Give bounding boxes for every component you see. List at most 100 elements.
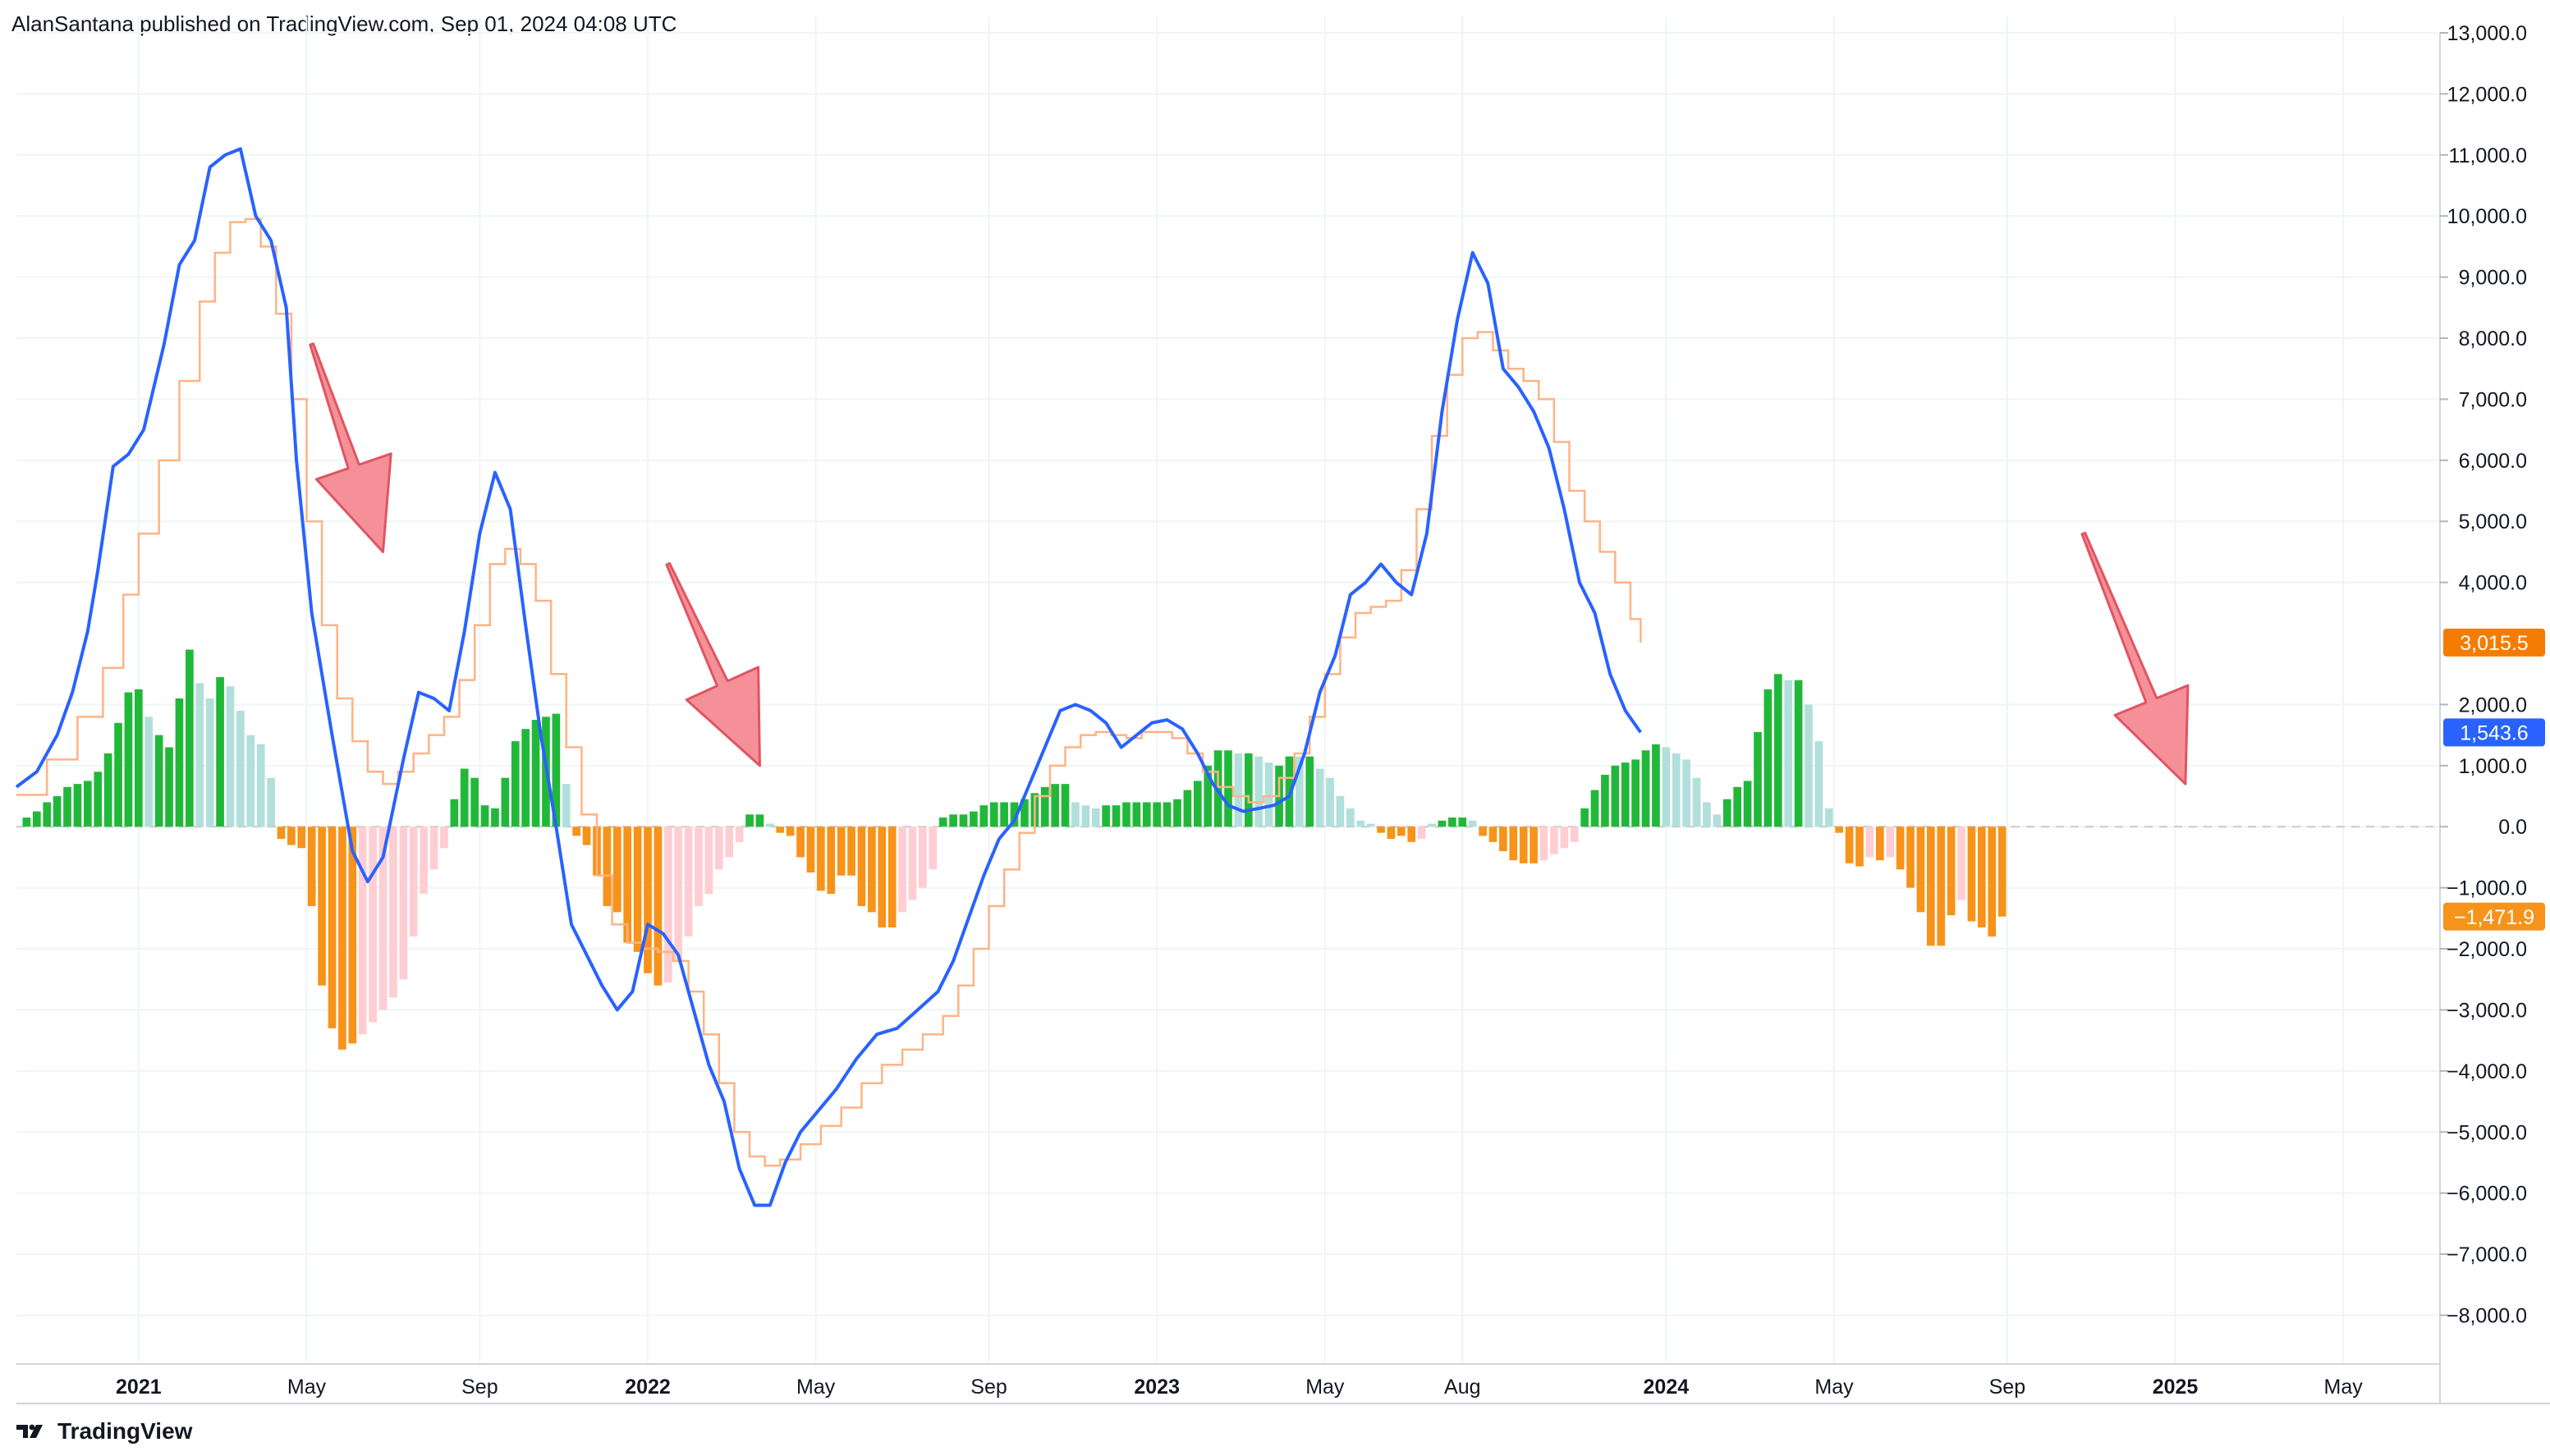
- signal-line: [16, 217, 1642, 1167]
- histogram-bar: [186, 649, 194, 827]
- histogram-bar: [1326, 777, 1334, 827]
- histogram-bar: [1631, 759, 1640, 827]
- histogram-bar: [603, 826, 612, 906]
- histogram-bar: [1957, 826, 1965, 900]
- y-tick-label: 9,000.0: [2459, 267, 2527, 290]
- histogram-bar: [1081, 805, 1090, 827]
- histogram-bar: [1875, 826, 1884, 861]
- histogram: [22, 649, 2007, 1050]
- x-tick-label: Aug: [1444, 1376, 1480, 1399]
- x-tick-label: 2022: [625, 1376, 671, 1399]
- histogram-bar: [1061, 784, 1070, 827]
- histogram-bar: [695, 826, 703, 906]
- y-tick-label: 0.0: [2498, 816, 2527, 839]
- histogram-bar: [959, 814, 968, 827]
- histogram-bar: [1254, 756, 1264, 827]
- histogram-bar: [1722, 799, 1731, 827]
- histogram-bar: [1916, 826, 1925, 913]
- histogram-bar: [1978, 826, 1986, 928]
- macd-line: [15, 147, 1642, 1207]
- histogram-bar: [674, 826, 683, 961]
- histogram-bar: [572, 826, 581, 836]
- histogram-bar: [1713, 814, 1722, 827]
- y-tick-label: 11,000.0: [2449, 144, 2527, 167]
- histogram-bar: [1601, 775, 1609, 827]
- histogram-bar: [43, 802, 52, 827]
- histogram-bar: [1550, 826, 1558, 854]
- histogram-bar: [32, 811, 41, 827]
- histogram-bar: [1488, 826, 1497, 842]
- histogram-bar: [1051, 784, 1059, 827]
- y-tick-label: −3,000.0: [2447, 999, 2527, 1022]
- histogram-bar: [1346, 808, 1355, 827]
- histogram-bar: [124, 692, 133, 827]
- histogram-bar: [1356, 820, 1365, 827]
- price-label-box: [2443, 628, 2545, 657]
- price-label-text: 1,543.6: [2460, 721, 2528, 744]
- histogram-bar: [755, 814, 764, 827]
- histogram-bar: [1468, 820, 1477, 827]
- x-axis-ticks: 2021 May Sep 2022 May Sep 2023 May Aug 2024 May Sep…: [116, 1376, 2363, 1399]
- histogram-bar: [480, 805, 489, 827]
- histogram-bar: [796, 826, 805, 858]
- histogram-bar: [786, 826, 795, 836]
- histogram-bar: [318, 826, 326, 986]
- histogram-bar: [1773, 674, 1782, 827]
- histogram-bar: [1336, 796, 1345, 827]
- y-tick-label: 12,000.0: [2447, 83, 2527, 106]
- histogram-bar: [1264, 762, 1273, 827]
- histogram-bar: [1611, 765, 1620, 827]
- histogram-bar: [521, 729, 530, 827]
- tradingview-brand[interactable]: TradingView: [15, 1418, 192, 1445]
- histogram-bar: [1794, 680, 1803, 827]
- histogram-bar: [1366, 823, 1375, 827]
- histogram-bar: [460, 768, 469, 827]
- histogram-bar: [908, 826, 917, 900]
- down-arrow-icon: [2080, 531, 2190, 785]
- histogram-bar: [1428, 823, 1436, 827]
- histogram-bar: [1988, 826, 1997, 937]
- histogram-bar: [806, 826, 815, 873]
- histogram-bar: [1754, 731, 1762, 827]
- histogram-bar: [1315, 768, 1324, 827]
- histogram-bar: [989, 802, 998, 827]
- histogram-bar: [582, 826, 591, 845]
- y-tick-label: −7,000.0: [2447, 1243, 2527, 1266]
- histogram-bar: [338, 826, 346, 1050]
- histogram-bar: [1204, 765, 1213, 827]
- histogram-bar: [1672, 753, 1681, 827]
- histogram-bar: [725, 826, 734, 858]
- histogram-bar: [1020, 799, 1029, 827]
- histogram-bar: [979, 805, 988, 827]
- histogram-bar: [1835, 826, 1844, 833]
- histogram-bar: [1499, 826, 1507, 852]
- histogram-bar: [1479, 826, 1487, 836]
- y-tick-label: −6,000.0: [2447, 1183, 2527, 1206]
- histogram-bar: [491, 808, 499, 827]
- histogram-bar: [358, 826, 367, 1035]
- x-tick-label: May: [1814, 1376, 1854, 1399]
- y-tick-label: −8,000.0: [2447, 1304, 2527, 1327]
- price-label-box: [2443, 902, 2545, 931]
- histogram-bar: [1855, 826, 1864, 867]
- histogram-bar: [898, 826, 906, 913]
- axes: [16, 33, 2550, 1404]
- histogram-bar: [684, 826, 693, 937]
- x-tick-label: Sep: [970, 1376, 1007, 1399]
- histogram-bar: [1010, 802, 1019, 827]
- histogram-bar: [1997, 826, 2007, 917]
- histogram-bar: [1621, 762, 1630, 827]
- y-tick-label: 8,000.0: [2459, 327, 2527, 350]
- histogram-bar: [378, 826, 388, 1010]
- histogram-bar: [1132, 802, 1141, 827]
- histogram-bar: [1580, 808, 1589, 827]
- histogram-bar: [144, 717, 154, 827]
- histogram-bar: [22, 817, 31, 827]
- histogram-bar: [53, 796, 62, 827]
- histogram-bar: [94, 771, 103, 827]
- histogram-bar: [1590, 790, 1599, 827]
- y-tick-label: 13,000.0: [2447, 22, 2527, 45]
- histogram-bar: [63, 786, 71, 827]
- histogram-bar: [470, 777, 479, 827]
- histogram-bar: [450, 799, 459, 827]
